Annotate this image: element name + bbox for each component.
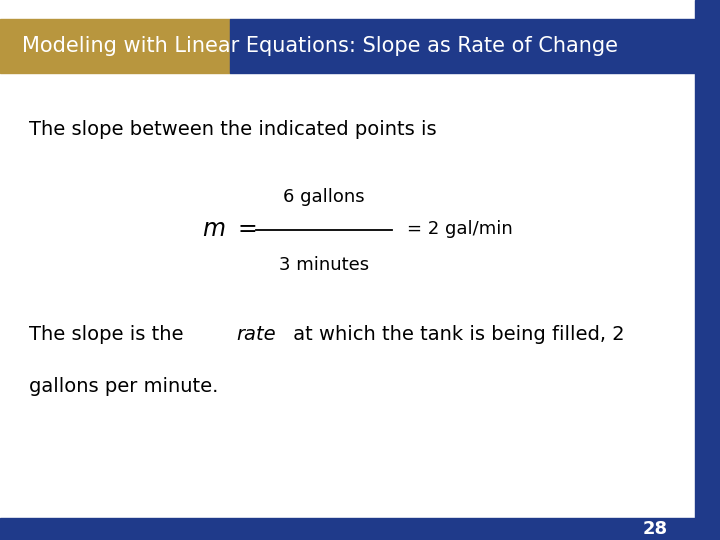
Text: rate: rate (236, 325, 276, 345)
Text: 6 gallons: 6 gallons (283, 188, 365, 206)
Text: 3 minutes: 3 minutes (279, 255, 369, 274)
Bar (0, 518, 695, 540)
Text: The slope between the indicated points is: The slope between the indicated points i… (29, 120, 436, 139)
Text: 28: 28 (643, 520, 667, 538)
Text: The slope is the: The slope is the (29, 325, 189, 345)
Text: at which the tank is being filled, 2: at which the tank is being filled, 2 (287, 325, 625, 345)
Text: $m\ =$: $m\ =$ (202, 218, 256, 241)
Bar (230, 19, 695, 73)
Bar (695, 0, 720, 540)
Text: = 2 gal/min: = 2 gal/min (407, 220, 513, 239)
Bar (0, 19, 230, 73)
Text: Modeling with Linear Equations: Slope as Rate of Change: Modeling with Linear Equations: Slope as… (22, 36, 618, 56)
Text: gallons per minute.: gallons per minute. (29, 376, 218, 396)
